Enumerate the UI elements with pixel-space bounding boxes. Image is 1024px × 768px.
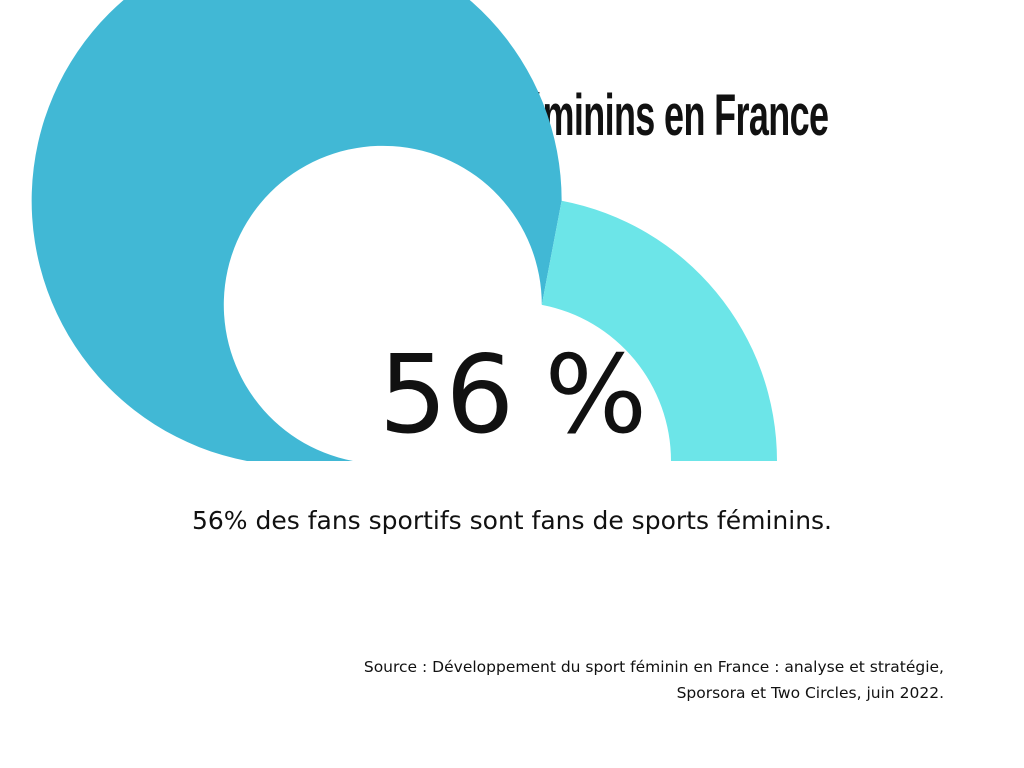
source-note: Source : Développement du sport féminin … xyxy=(244,654,944,706)
gauge-remaining-arc xyxy=(541,200,777,461)
gauge-value-label: 56 % xyxy=(378,333,647,458)
source-line-2: Sporsora et Two Circles, juin 2022. xyxy=(676,684,944,702)
gauge-filled-arc xyxy=(31,0,562,461)
source-line-1: Source : Développement du sport féminin … xyxy=(363,658,944,676)
chart-caption: 56% des fans sportifs sont fans de sport… xyxy=(191,506,833,535)
